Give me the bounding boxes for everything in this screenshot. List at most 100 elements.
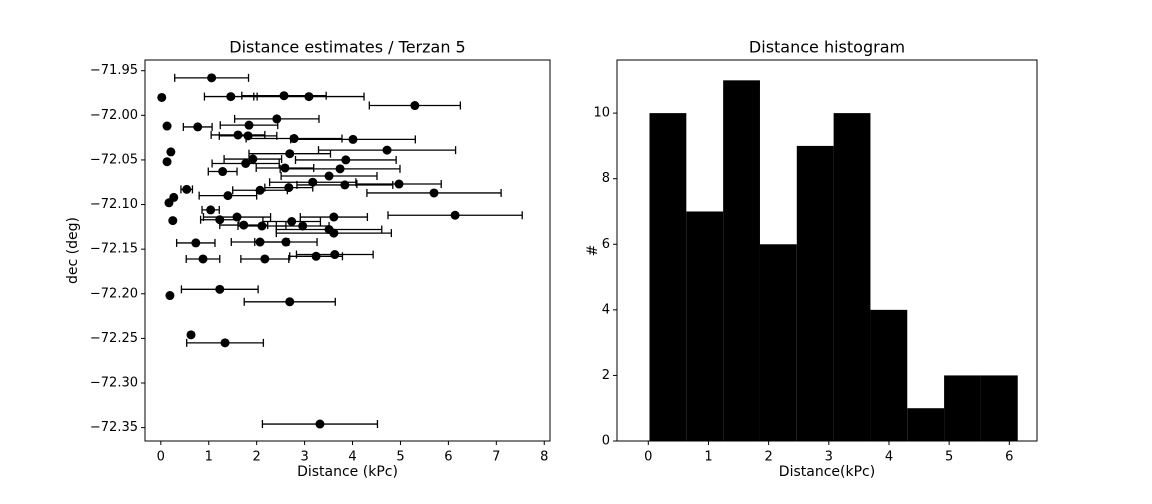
y-tick-label: 2	[602, 368, 610, 383]
point	[165, 291, 175, 301]
bar	[686, 211, 724, 441]
point	[166, 147, 176, 157]
x-tick-label: 4	[885, 450, 893, 465]
point	[226, 92, 236, 102]
x-tick-label: 2	[253, 450, 261, 465]
point	[182, 184, 192, 194]
point	[186, 330, 196, 340]
point	[206, 205, 216, 215]
x-tick-label: 1	[704, 450, 712, 465]
point	[272, 114, 282, 124]
plot-frame	[144, 59, 551, 442]
point	[311, 251, 321, 261]
bar	[833, 113, 871, 442]
point	[348, 134, 358, 144]
x-tick-label: 4	[348, 450, 356, 465]
bar	[907, 408, 945, 441]
x-tick-label: 3	[825, 450, 833, 465]
point	[162, 121, 172, 131]
point	[191, 238, 201, 248]
point	[410, 101, 420, 111]
y-tick-label: −72.35	[90, 420, 138, 435]
point	[330, 250, 340, 260]
y-tick-label: −72.25	[90, 331, 138, 346]
point	[168, 216, 178, 226]
chart-title: Distance histogram	[749, 38, 905, 57]
y-axis-label: #	[585, 245, 601, 257]
x-tick-label: 0	[644, 450, 652, 465]
point	[218, 167, 228, 177]
point	[329, 212, 339, 222]
y-tick-label: −71.95	[90, 63, 138, 78]
point	[285, 297, 295, 307]
point	[429, 188, 439, 198]
point	[298, 221, 308, 231]
point	[279, 91, 289, 101]
point	[287, 217, 297, 227]
x-tick-label: 3	[300, 450, 308, 465]
x-tick-label: 8	[540, 450, 548, 465]
point	[340, 180, 350, 190]
point	[241, 159, 251, 169]
bar	[759, 244, 797, 441]
y-tick-label: −72.10	[90, 197, 138, 212]
bar	[796, 145, 834, 441]
point	[207, 73, 217, 83]
point	[450, 210, 460, 220]
point	[329, 228, 339, 238]
chart-title: Distance estimates / Terzan 5	[229, 38, 465, 57]
y-tick-label: −72.30	[90, 376, 138, 391]
y-axis-label: dec (deg)	[65, 217, 81, 284]
y-tick-label: 0	[602, 434, 610, 449]
y-tick-label: 6	[602, 237, 610, 252]
point	[285, 149, 295, 159]
plot-frame	[616, 59, 1038, 442]
point	[255, 185, 265, 195]
point	[162, 157, 172, 167]
point	[223, 191, 233, 201]
x-tick-label: 6	[1005, 450, 1013, 465]
y-tick-label: 4	[602, 302, 610, 317]
x-tick-label: 7	[492, 450, 500, 465]
x-axis-label: Distance (kPc)	[297, 464, 398, 480]
point	[164, 198, 174, 208]
point	[304, 92, 314, 102]
point	[233, 130, 243, 140]
point	[220, 338, 230, 348]
x-tick-label: 0	[157, 450, 165, 465]
point	[257, 221, 267, 231]
bar	[723, 80, 760, 442]
point	[335, 164, 345, 174]
x-tick-label: 2	[764, 450, 772, 465]
point	[198, 254, 208, 264]
point	[244, 120, 254, 130]
y-tick-label: −72.15	[90, 242, 138, 257]
y-tick-label: −72.05	[90, 152, 138, 167]
point	[215, 215, 225, 225]
x-tick-label: 5	[396, 450, 404, 465]
point	[215, 284, 225, 294]
x-tick-label: 1	[205, 450, 213, 465]
x-axis-label: Distance(kPc)	[779, 464, 875, 480]
bar	[944, 375, 981, 441]
point	[315, 419, 325, 429]
point	[281, 237, 291, 247]
point	[341, 155, 351, 165]
point	[324, 171, 334, 181]
point	[239, 220, 249, 230]
point	[394, 179, 404, 189]
point	[280, 163, 290, 173]
point	[289, 134, 299, 144]
point	[157, 92, 167, 102]
point	[193, 122, 203, 132]
y-tick-label: 8	[602, 171, 610, 186]
x-tick-label: 5	[945, 450, 953, 465]
y-tick-label: −72.20	[90, 286, 138, 301]
x-tick-label: 6	[444, 450, 452, 465]
point	[248, 154, 258, 164]
bar	[649, 113, 687, 442]
bar	[980, 375, 1018, 441]
point	[382, 145, 392, 155]
